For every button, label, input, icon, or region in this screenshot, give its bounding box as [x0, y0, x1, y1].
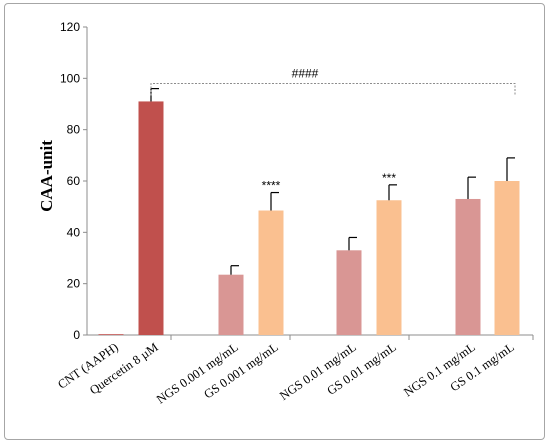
bar [494, 181, 520, 335]
x-category-label: Quercetin 8 µM [87, 340, 161, 397]
y-tick-label: 80 [67, 123, 81, 137]
bar [336, 250, 362, 335]
bar [376, 200, 402, 335]
y-tick-label: 120 [60, 20, 80, 34]
bracket-label: #### [292, 66, 319, 80]
bar [98, 334, 124, 335]
annotations: *******#### [150, 66, 516, 193]
bar [218, 274, 244, 335]
bracket-line [150, 82, 516, 96]
bar [258, 210, 284, 335]
significance-label: **** [262, 179, 281, 193]
bar [455, 198, 481, 335]
bars [98, 87, 520, 335]
y-tick-label: 20 [67, 277, 81, 291]
chart-frame: 0 20 40 60 80 100 120 CNT (AAPH) Quercetin 8 µM N… [4, 3, 545, 440]
y-tick-label: 0 [73, 328, 80, 342]
bar [138, 101, 164, 335]
y-tick-label: 100 [60, 71, 80, 85]
y-tick-label: 60 [67, 174, 81, 188]
y-tick-label: 40 [67, 225, 81, 239]
significance-label: *** [382, 171, 396, 185]
x-category-label: GS 0.01 mg/mL [324, 340, 398, 398]
y-axis-title: CAA-unit [37, 140, 56, 212]
